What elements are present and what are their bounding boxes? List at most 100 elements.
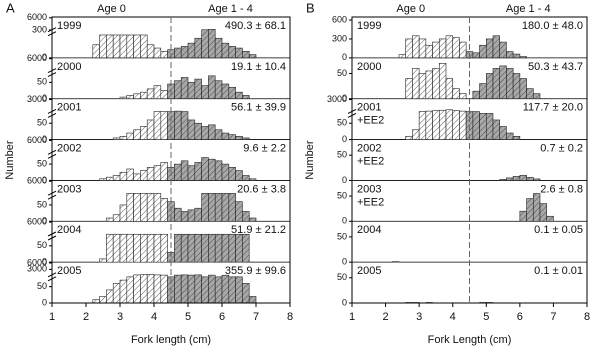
bar	[235, 91, 243, 100]
bar	[201, 29, 209, 59]
bar	[506, 51, 514, 59]
annotation: 56.1 ± 39.9	[231, 102, 286, 114]
bar	[235, 170, 243, 181]
y-tick-label: 0	[42, 297, 47, 307]
bar	[499, 65, 507, 100]
bar	[201, 276, 209, 304]
age-label: Age 1 - 4	[208, 3, 253, 15]
y-tick-label: 6000	[27, 216, 47, 226]
bar	[228, 86, 236, 100]
bar	[208, 124, 216, 140]
bar	[214, 276, 223, 304]
y-tick-label: 50	[337, 190, 347, 200]
year-label: 1999	[57, 20, 81, 32]
bar	[174, 80, 182, 100]
bar	[194, 233, 202, 263]
bar	[228, 46, 236, 59]
bar	[194, 207, 202, 222]
bar	[187, 165, 196, 181]
bar	[180, 211, 189, 222]
bar	[153, 233, 162, 263]
bar	[208, 193, 216, 222]
bar	[133, 173, 141, 181]
x-axis-label: Fork length (cm)	[131, 334, 211, 346]
y-tick-label: 50	[37, 118, 47, 128]
bar	[214, 80, 223, 100]
bar	[499, 126, 507, 140]
bar	[208, 158, 216, 181]
bar	[418, 38, 427, 59]
y-tick-label: 300	[32, 24, 47, 34]
annotation: 0.7 ± 0.2	[540, 142, 583, 154]
bar	[208, 233, 216, 263]
bar	[140, 274, 148, 304]
bar	[112, 137, 121, 140]
bar	[492, 119, 501, 140]
y-tick-label: 0	[42, 175, 47, 185]
y-tick-label: 6000	[27, 12, 47, 22]
bar	[92, 44, 100, 59]
bar	[519, 78, 527, 100]
bar	[432, 110, 440, 140]
bar	[119, 279, 128, 304]
bar	[418, 111, 427, 140]
y-tick-label: 300	[332, 33, 347, 43]
bar	[412, 68, 420, 100]
bar	[438, 109, 447, 140]
bar	[532, 193, 541, 222]
bar	[174, 233, 182, 263]
bar	[174, 274, 182, 304]
y-tick-label: 50	[337, 68, 347, 78]
bar	[153, 193, 162, 222]
bar	[519, 210, 527, 222]
bar	[418, 73, 427, 100]
bar	[146, 274, 155, 304]
bar	[208, 29, 216, 59]
y-tick-label: 0	[42, 216, 47, 226]
year-label: 2001	[57, 102, 81, 114]
bar	[452, 88, 460, 100]
x-tick-label: 2	[383, 311, 389, 323]
annotation: 355.9 ± 99.6	[225, 265, 286, 277]
bar	[405, 78, 413, 100]
bar	[133, 274, 141, 304]
bar	[405, 136, 413, 140]
annotation: 490.3 ± 68.1	[225, 20, 286, 32]
x-tick-label: 3	[117, 311, 123, 323]
bar	[140, 193, 148, 222]
bar	[526, 198, 534, 222]
x-axis-label: Fork Length (cm)	[428, 334, 512, 346]
bar	[106, 176, 114, 181]
bar	[201, 193, 209, 222]
bar	[485, 38, 494, 59]
bar	[180, 46, 189, 59]
bar	[174, 207, 182, 222]
bar	[106, 289, 114, 304]
annotation: 51.9 ± 21.2	[231, 224, 286, 236]
bar	[174, 163, 182, 181]
x-tick-label: 1	[349, 311, 355, 323]
bar	[532, 93, 541, 100]
x-tick-label: 5	[185, 311, 191, 323]
bar	[228, 193, 236, 222]
x-tick-label: 1	[49, 311, 55, 323]
bar	[106, 233, 114, 263]
bar	[133, 129, 141, 140]
bar	[532, 178, 541, 181]
bar	[432, 68, 440, 100]
y-tick-label: 50	[337, 118, 347, 128]
bar	[214, 37, 223, 59]
bar	[242, 175, 250, 181]
year-label: 2003	[57, 183, 81, 195]
bar	[452, 37, 460, 59]
annotation: 19.1 ± 10.4	[231, 61, 286, 73]
bar	[146, 88, 155, 100]
bar	[248, 217, 257, 222]
bar	[119, 204, 128, 222]
bar	[512, 136, 521, 140]
bar	[140, 233, 148, 263]
bar	[160, 111, 168, 140]
bar	[242, 211, 250, 222]
annotation: 117.7 ± 20.0	[523, 102, 583, 114]
bar	[187, 209, 196, 222]
